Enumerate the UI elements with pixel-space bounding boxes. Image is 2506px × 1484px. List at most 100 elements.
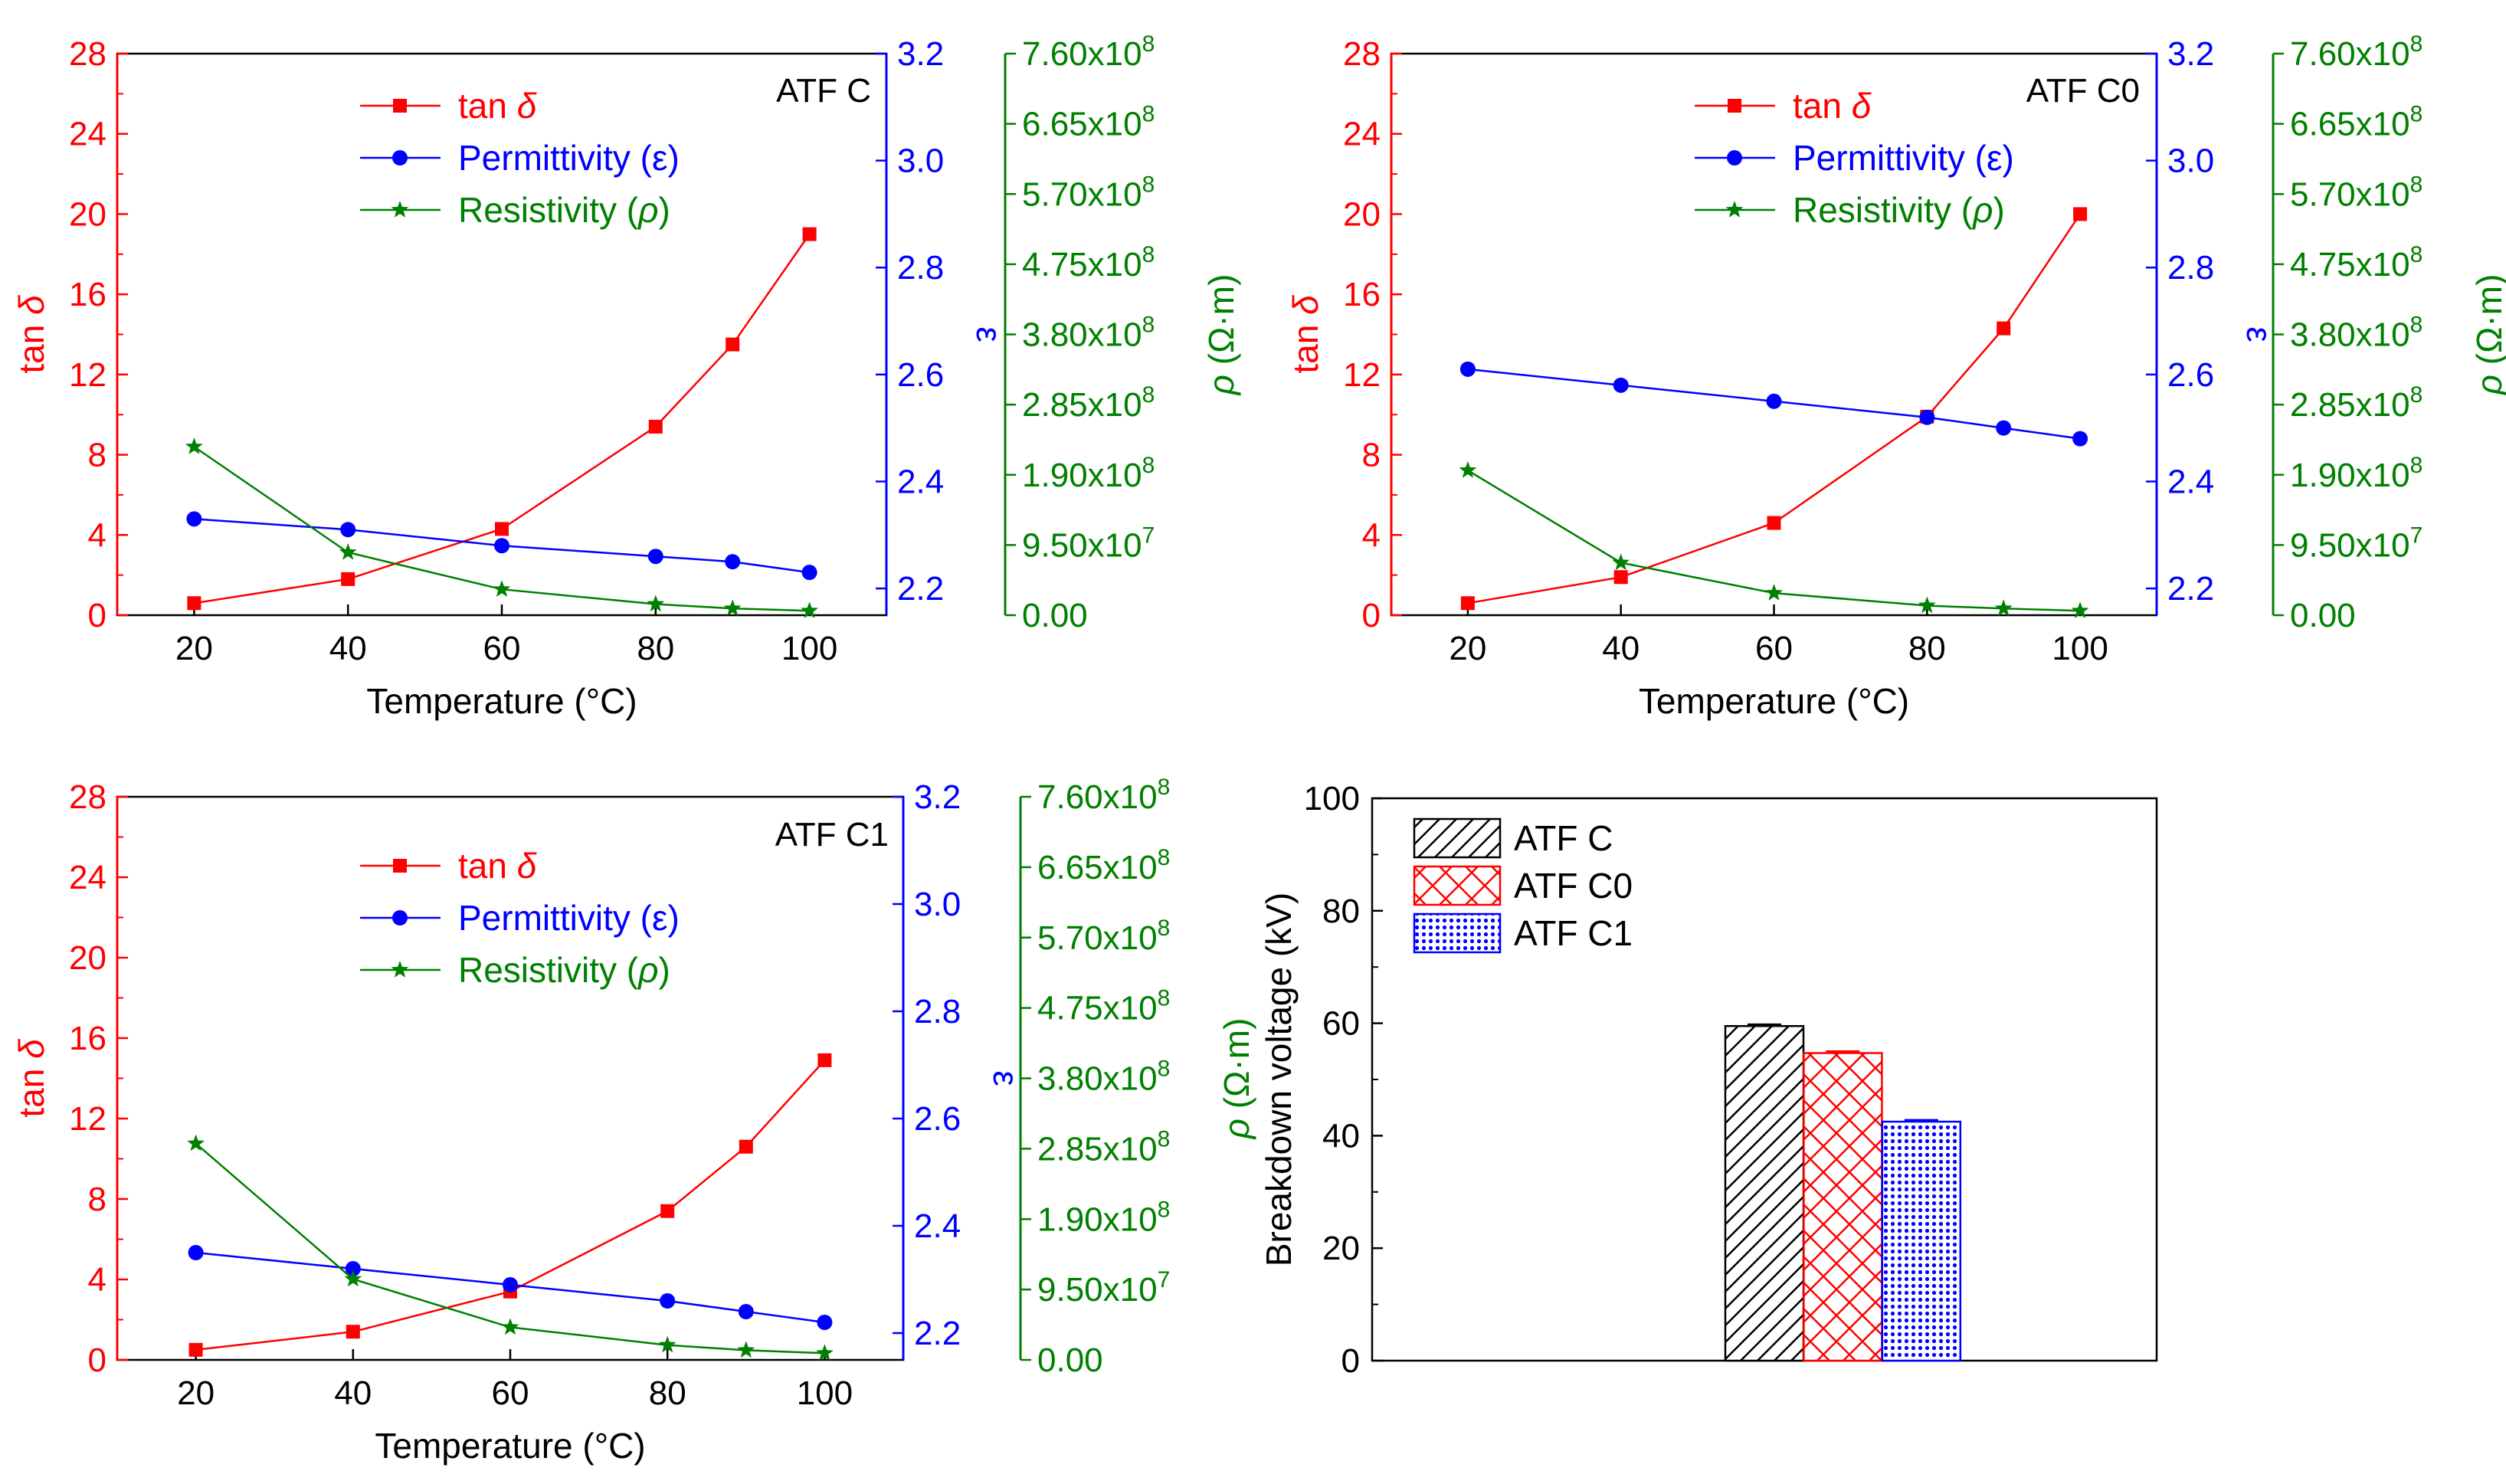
data-point: [344, 1269, 362, 1287]
data-point: [345, 1261, 361, 1276]
offset-axis-title-unit: (Ω·m): [1201, 274, 1241, 375]
bar-chart-panel: 0 20 40 60 80 100 Breakdown voltage (kV) ATF C A…: [1259, 780, 2158, 1380]
legend-label-main: tan: [458, 846, 517, 886]
panel-label: ATF C0: [2026, 72, 2140, 110]
legend-label-main: Resistivity (: [1793, 190, 1974, 230]
offset-axis-title: ρ (Ω·m): [1201, 274, 1241, 397]
bar: [1724, 1025, 1805, 1362]
line-chart-panel-3: 0 4 8 12 16 20 24 28 tan δ 2.2 2.4 2.6 2.8 3.0 3.2 ε 0.0…: [11, 775, 1256, 1466]
data-point: [341, 572, 355, 586]
left-tick-label: 12: [1343, 356, 1381, 394]
offset-tick-mantissa: 0.00: [1022, 597, 1088, 634]
data-point: [1919, 409, 1935, 425]
offset-tick-mantissa: 3.80x10: [1022, 316, 1142, 354]
right-tick-label: 2.6: [914, 1100, 961, 1138]
data-point: [648, 419, 663, 434]
offset-tick-label: 1.90x108: [1037, 1197, 1170, 1238]
offset-tick-mantissa: 7.60x10: [1037, 778, 1158, 816]
data-point: [738, 1304, 754, 1319]
series-1: Permittivity (ε): [1459, 138, 2088, 447]
series-line: [195, 1142, 825, 1355]
legend-label-tail: ): [658, 190, 670, 230]
right-tick-label: 3.2: [2167, 35, 2214, 73]
offset-tick-mantissa: 7.60x10: [2290, 35, 2410, 73]
offset-tick-label: 1.90x108: [1022, 453, 1155, 494]
offset-axis-title-symbol: ρ: [1201, 375, 1241, 396]
left-tick-label: 16: [69, 276, 106, 313]
legend-label: Permittivity (ε): [458, 898, 680, 938]
offset-tick-mantissa: 9.50x10: [1037, 1271, 1158, 1309]
offset-tick-mantissa: 6.65x10: [1022, 106, 1142, 143]
right-tick-label: 2.8: [897, 249, 944, 287]
offset-tick-mantissa: 5.70x10: [2290, 175, 2410, 213]
data-point: [2071, 601, 2089, 618]
legend-label-main: Resistivity (: [458, 950, 639, 990]
x-axis-title: Temperature (°C): [366, 681, 637, 721]
legend-swatch: [1413, 865, 1502, 906]
plot-frame: [1390, 52, 2158, 617]
left-tick-label: 20: [1343, 195, 1381, 233]
offset-tick-mantissa: 1.90x10: [1022, 457, 1142, 494]
legend-swatch: [1413, 912, 1502, 954]
data-point: [1459, 461, 1477, 478]
series-line: [195, 1060, 826, 1351]
left-axis-title-symbol: δ: [1286, 295, 1325, 315]
offset-axis-title: ρ (Ω·m): [2469, 274, 2506, 397]
offset-tick-mantissa: 0.00: [2290, 597, 2356, 634]
x-tick-label: 100: [797, 1374, 853, 1412]
data-point: [495, 522, 509, 536]
offset-tick-label: 7.60x108: [1022, 31, 1155, 73]
x-tick-label: 80: [637, 630, 674, 667]
offset-tick-label: 5.70x108: [2290, 172, 2422, 213]
x-tick-label: 40: [329, 630, 367, 667]
offset-tick-exponent: 8: [1158, 1197, 1171, 1222]
chart-panels: 0 4 8 12 16 20 24 28 tan δ 2.2 2.4 2.6 2.8 3.0 3.2 ε 0.0…: [11, 31, 2506, 1466]
offset-tick-label: 5.70x108: [1022, 172, 1155, 213]
offset-tick-exponent: 8: [1158, 845, 1171, 870]
data-point: [185, 437, 203, 454]
data-point: [1612, 553, 1630, 571]
legend-marker: [393, 859, 407, 873]
right-tick-label: 3.0: [2167, 143, 2214, 180]
data-point: [1994, 599, 2013, 616]
right-tick-label: 2.4: [2167, 463, 2214, 500]
offset-tick-exponent: 8: [1158, 775, 1171, 800]
offset-tick-mantissa: 6.65x10: [2290, 106, 2410, 143]
right-axis-title: ε: [986, 1070, 1026, 1086]
offset-tick-mantissa: 2.85x10: [1037, 1130, 1158, 1168]
offset-tick-label: 3.80x108: [1022, 313, 1155, 354]
data-point: [658, 1335, 676, 1353]
right-axis-title: ε: [2239, 326, 2279, 342]
right-tick-label: 2.8: [914, 993, 961, 1030]
data-point: [726, 337, 740, 352]
data-point: [739, 1139, 753, 1154]
offset-tick-label: 2.85x108: [1022, 382, 1155, 424]
data-point: [801, 601, 818, 618]
right-tick-label: 2.2: [2167, 570, 2214, 608]
offset-tick-mantissa: 4.75x10: [1022, 246, 1142, 283]
legend-label-symbol: ρ: [637, 190, 658, 230]
x-tick-label: 40: [334, 1374, 372, 1412]
offset-tick-label: 6.65x108: [2290, 102, 2422, 143]
offset-tick-exponent: 8: [1158, 1126, 1171, 1151]
legend-marker: [1727, 150, 1742, 165]
legend-marker: [393, 99, 407, 113]
legend-label-main: Resistivity (: [458, 190, 639, 230]
right-tick-label: 3.0: [914, 886, 961, 923]
left-axis-title-symbol: δ: [11, 295, 51, 315]
right-axis-title: ε: [969, 326, 1009, 342]
data-point: [647, 595, 665, 612]
series-2: Resistivity (ρ): [185, 190, 818, 618]
panel-label: ATF C1: [775, 816, 889, 853]
offset-tick-mantissa: 4.75x10: [1037, 990, 1158, 1027]
y-axis-title: Breakdown voltage (kV): [1259, 893, 1299, 1266]
left-tick-label: 0: [88, 1341, 106, 1379]
legend-label-symbol: ρ: [1971, 190, 1993, 230]
legend-label: tan δ: [458, 846, 537, 886]
offset-tick-label: 7.60x108: [1037, 775, 1170, 816]
series-1: Permittivity (ε): [188, 898, 833, 1330]
left-axis-title-main: tan: [11, 1059, 51, 1118]
data-point: [1459, 361, 1476, 377]
x-tick-label: 60: [1755, 630, 1793, 667]
